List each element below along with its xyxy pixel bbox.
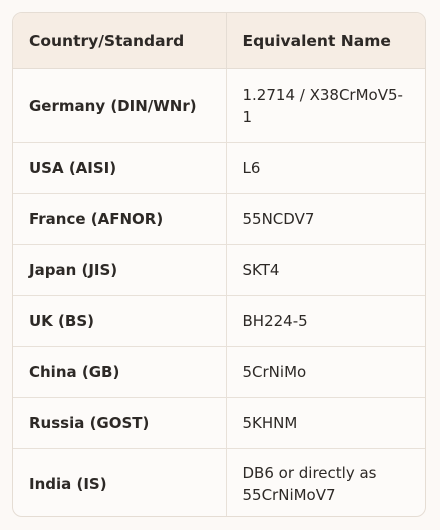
cell-country: France (AFNOR) <box>13 193 226 245</box>
cell-equivalent-name: 5KHNM <box>225 397 425 449</box>
cell-equivalent-name: 1.2714 / X38CrMoV5-1 <box>225 68 425 143</box>
cell-equivalent-name: SKT4 <box>225 244 425 296</box>
cell-country: India (IS) <box>29 475 107 493</box>
table-row: China (GB) 5CrNiMo <box>13 346 425 398</box>
cell-country: China (GB) <box>13 346 226 398</box>
cell-country: Russia (GOST) <box>13 397 226 449</box>
header-row: Country/Standard Equivalent Name <box>13 13 425 69</box>
table-row: Germany (DIN/WNr) 1.2714 / X38CrMoV5-1 <box>13 68 425 143</box>
equivalents-table-card: Country/Standard Equivalent Name Germany… <box>12 12 426 517</box>
header-equivalent-name: Equivalent Name <box>225 13 425 69</box>
table-row: Russia (GOST) 5KHNM <box>13 397 425 449</box>
equivalents-table: Country/Standard Equivalent Name Germany… <box>13 13 425 516</box>
table-row: UK (BS) BH224-5 <box>13 295 425 347</box>
table-row: Japan (JIS) SKT4 <box>13 244 425 296</box>
cell-country: UK (BS) <box>13 295 226 347</box>
table-row: USA (AISI) L6 <box>13 142 425 194</box>
cell-equivalent-name: L6 <box>225 142 425 194</box>
table-row: France (AFNOR) 55NCDV7 <box>13 193 425 245</box>
header-country-standard: Country/Standard <box>13 13 226 69</box>
table-row: India (IS) DB6 or directly as 55CrNiMoV7 <box>13 448 425 516</box>
cell-equivalent-name: DB6 or directly as 55CrNiMoV7 <box>225 448 425 516</box>
cell-country: USA (AISI) <box>13 142 226 194</box>
cell-country: Japan (JIS) <box>13 244 226 296</box>
table-header: Country/Standard Equivalent Name <box>13 13 425 69</box>
cell-equivalent-name: 55NCDV7 <box>225 193 425 245</box>
cell-country: Germany (DIN/WNr) <box>13 68 226 143</box>
cell-equivalent-name: BH224-5 <box>225 295 425 347</box>
table-body: Germany (DIN/WNr) 1.2714 / X38CrMoV5-1 U… <box>13 68 425 516</box>
cell-equivalent-name: 5CrNiMo <box>225 346 425 398</box>
